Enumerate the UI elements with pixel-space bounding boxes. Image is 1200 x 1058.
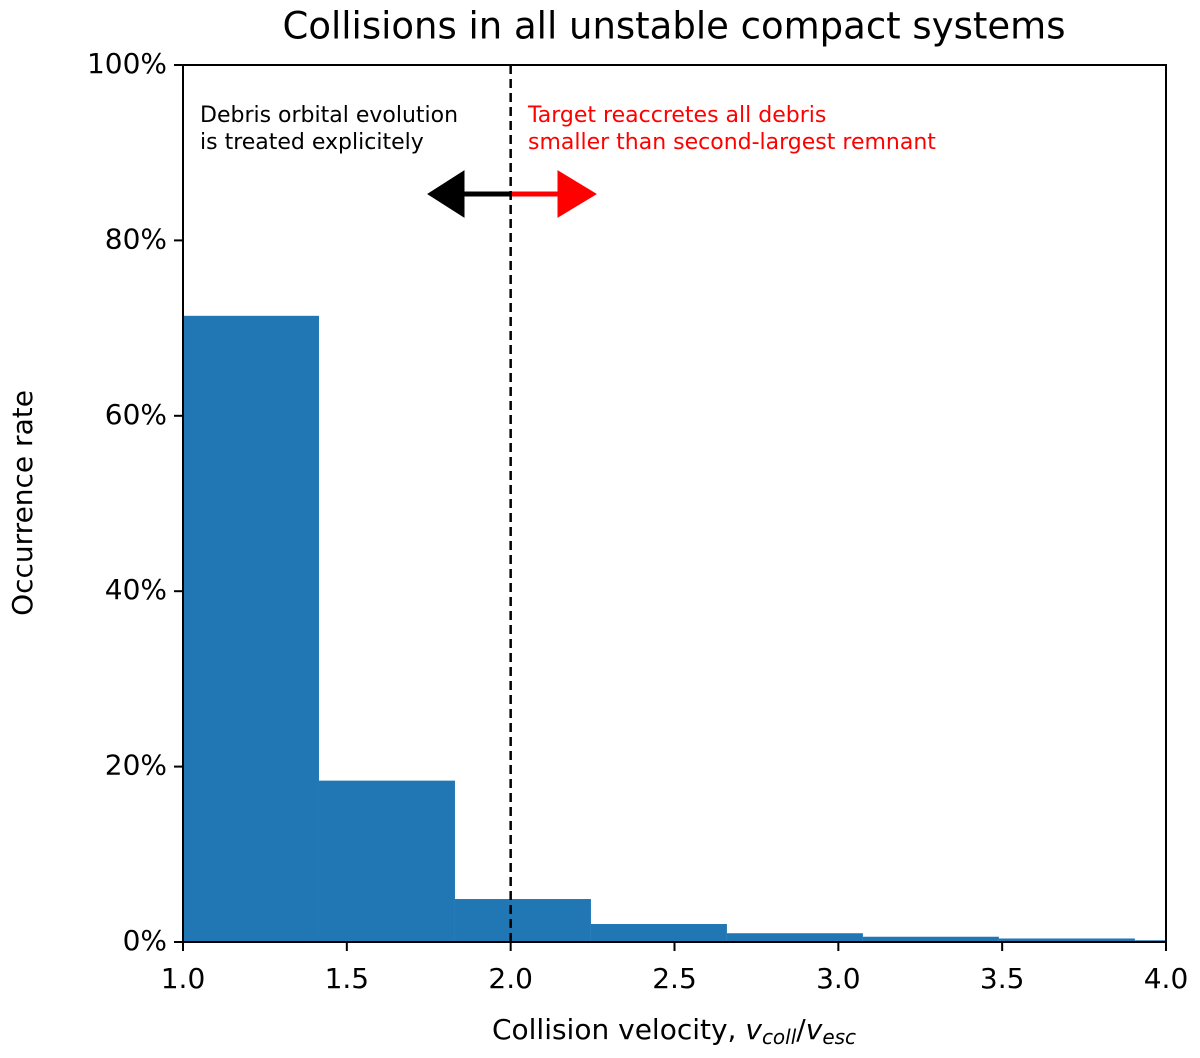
x-label-slash: / bbox=[796, 1013, 806, 1046]
x-tick-label: 3.0 bbox=[816, 962, 861, 995]
bar bbox=[862, 936, 999, 942]
x-label-subscript: esc bbox=[822, 1025, 856, 1049]
y-tick-label: 0% bbox=[123, 924, 167, 957]
annotation-line: Debris orbital evolution bbox=[200, 103, 458, 128]
y-tick-label: 60% bbox=[105, 398, 167, 431]
arrows bbox=[427, 170, 597, 218]
x-tick-label: 1.0 bbox=[161, 962, 206, 995]
y-tick-label: 100% bbox=[87, 47, 167, 80]
x-tick-label: 1.5 bbox=[325, 962, 370, 995]
bar bbox=[454, 899, 591, 942]
bar bbox=[998, 938, 1135, 942]
bars bbox=[183, 315, 1166, 942]
x-tick-label: 2.0 bbox=[488, 962, 533, 995]
annotation-line: is treated explicitely bbox=[200, 130, 424, 155]
annotation-line: Target reaccretes all debris bbox=[527, 103, 826, 128]
x-label-subscript: coll bbox=[762, 1025, 797, 1049]
chart-title: Collisions in all unstable compact syste… bbox=[283, 5, 1066, 48]
bar bbox=[726, 933, 863, 942]
x-tick-label: 2.5 bbox=[652, 962, 697, 995]
x-label-symbol: v bbox=[745, 1013, 762, 1046]
arrow-left-head bbox=[427, 170, 465, 218]
y-tick-label: 80% bbox=[105, 222, 167, 255]
annotation-line: smaller than second-largest remnant bbox=[528, 130, 936, 155]
bar bbox=[318, 780, 455, 942]
arrow-right-head bbox=[557, 170, 597, 218]
x-tick-label: 3.5 bbox=[980, 962, 1025, 995]
bar bbox=[590, 924, 727, 942]
x-axis-label: Collision velocity, vcoll/vesc bbox=[492, 1013, 856, 1049]
x-tick-label: 4.0 bbox=[1144, 962, 1189, 995]
y-tick-label: 20% bbox=[105, 749, 167, 782]
y-tick-label: 40% bbox=[105, 573, 167, 606]
x-label-symbol: v bbox=[806, 1013, 823, 1046]
y-axis-label: Occurrence rate bbox=[6, 390, 39, 616]
x-label-text: Collision velocity, bbox=[492, 1013, 737, 1046]
bar bbox=[183, 315, 319, 942]
